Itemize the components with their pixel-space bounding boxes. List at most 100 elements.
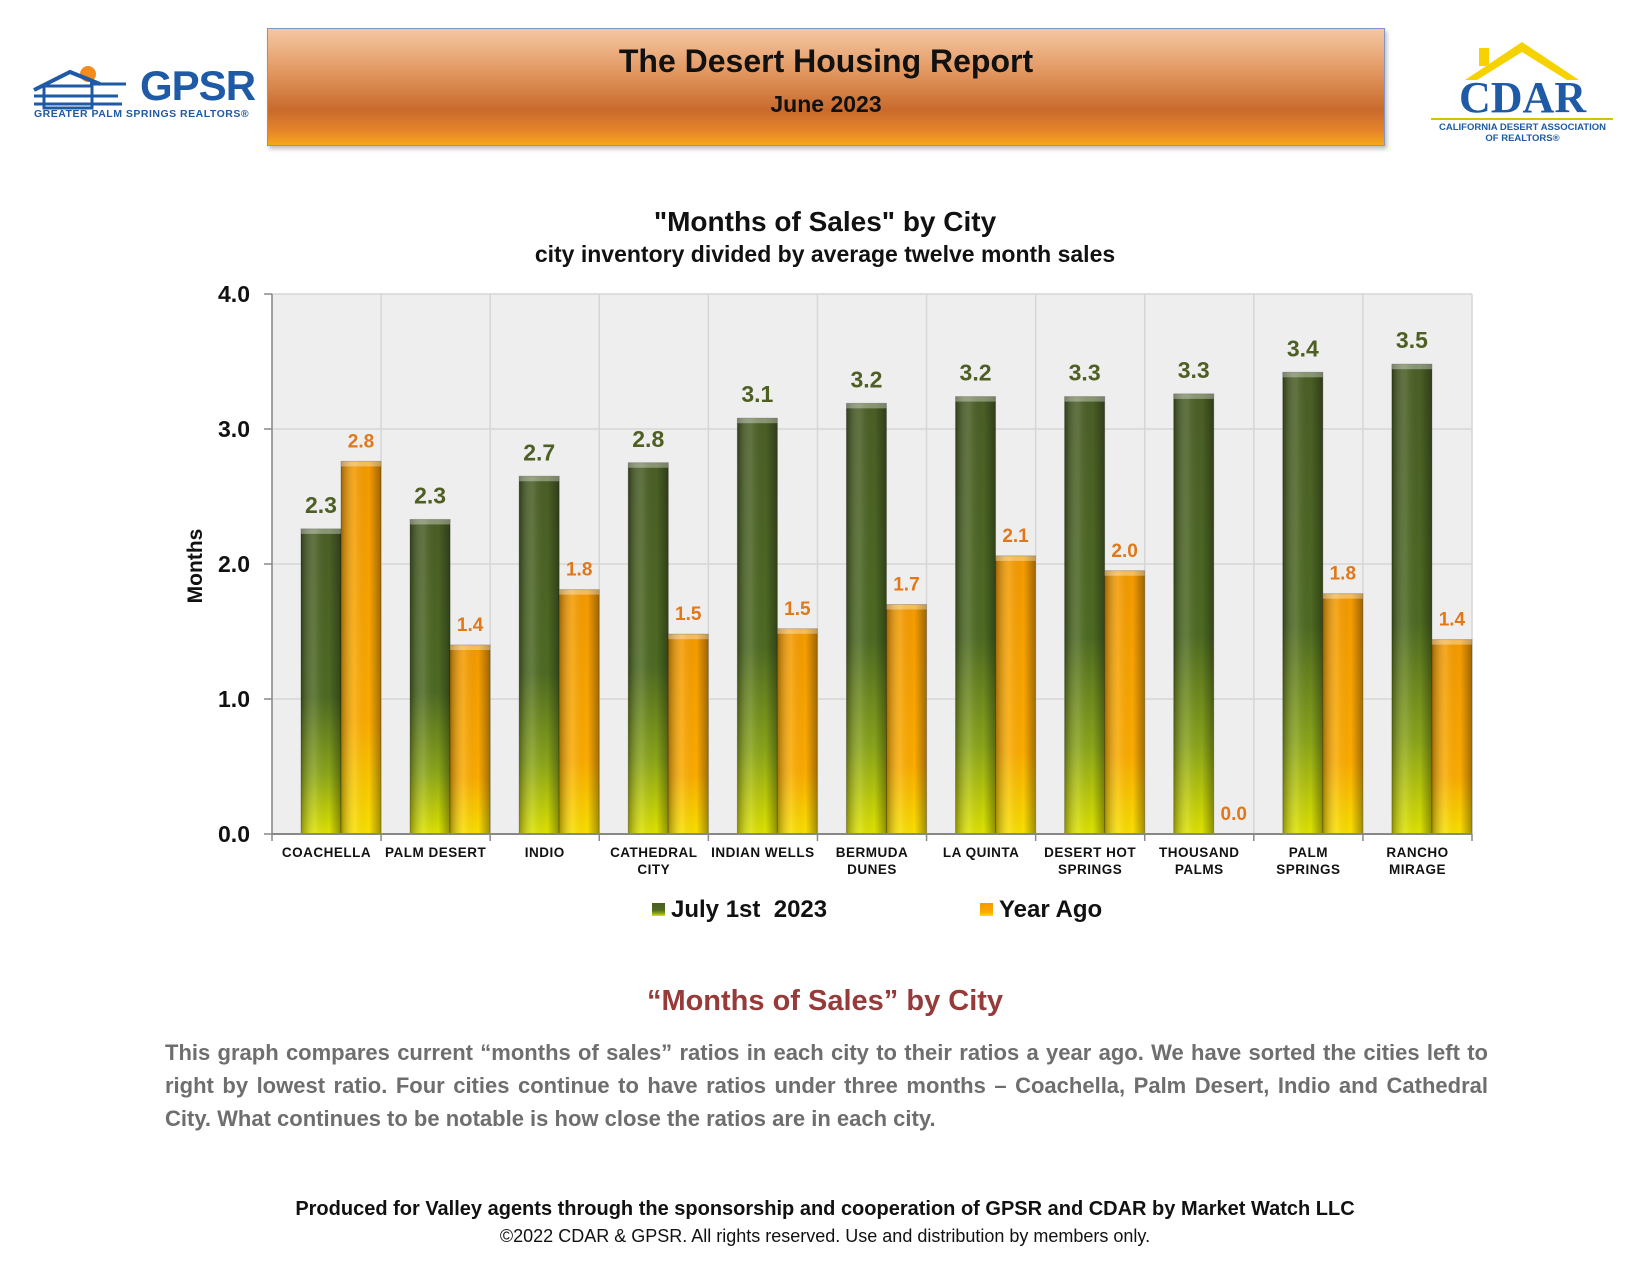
bar-year-ago-cap xyxy=(1431,639,1472,645)
gpsr-logo-tagline: GREATER PALM SPRINGS REALTORS® xyxy=(34,108,250,120)
x-tick-label: PALM xyxy=(1289,845,1328,860)
bar-current-cap xyxy=(410,519,451,525)
x-tick-label: SPRINGS xyxy=(1276,862,1340,877)
y-tick-label: 1.0 xyxy=(218,686,250,712)
bar-year-ago-shade xyxy=(559,589,600,834)
data-label: 3.5 xyxy=(1396,327,1428,353)
data-label: 1.4 xyxy=(1439,610,1466,631)
x-tick-label: PALM DESERT xyxy=(385,845,487,860)
data-label: 1.8 xyxy=(1330,564,1356,585)
report-date: June 2023 xyxy=(770,91,882,117)
bar-current-shade xyxy=(955,396,996,834)
bar-current-cap xyxy=(1282,372,1323,378)
legend-swatch xyxy=(652,903,665,916)
article-body: This graph compares current “months of s… xyxy=(165,1040,1488,1131)
x-tick-label: THOUSAND xyxy=(1159,845,1240,860)
bar-current-cap xyxy=(737,418,778,424)
bar-current-shade xyxy=(1391,364,1432,834)
x-tick-label: CITY xyxy=(637,862,670,877)
bar-year-ago-shade xyxy=(1104,570,1145,834)
cdar-tagline-1: CALIFORNIA DESERT ASSOCIATION xyxy=(1439,122,1606,133)
axes: 0.0 1.0 2.0 3.0 4.0 COACHELLA PALM DESERT INDIO… xyxy=(218,281,1473,877)
bars xyxy=(300,363,1473,835)
gpsr-house-icon xyxy=(33,66,126,110)
bar-current-cap xyxy=(955,396,996,402)
bar-year-ago-cap xyxy=(777,628,818,634)
bar-chart: 2.3 2.3 2.7 2.8 3.1 3.2 3.2 3.3 3.3 3.4 3.5 2.8 1.4 1… xyxy=(184,281,1473,923)
x-tick-label: CATHEDRAL xyxy=(610,845,698,860)
bar-current-cap xyxy=(628,462,669,468)
bar-year-ago-cap xyxy=(886,604,927,610)
bar-year-ago-cap xyxy=(450,645,491,650)
bar-current-shade xyxy=(1282,372,1323,834)
data-label: 3.3 xyxy=(1178,357,1210,383)
bar-current-shade xyxy=(301,528,341,834)
x-tick-label: MIRAGE xyxy=(1389,862,1446,877)
bar-current-cap xyxy=(519,476,560,482)
bar-year-ago-shade xyxy=(886,604,927,834)
data-label: 1.4 xyxy=(457,615,484,636)
data-label: 1.7 xyxy=(893,575,919,596)
bar-year-ago-shade xyxy=(450,645,491,834)
bar-year-ago-shade xyxy=(995,555,1036,834)
data-label: 2.3 xyxy=(414,482,446,508)
y-tick-label: 2.0 xyxy=(218,551,250,577)
section-heading: “Months of Sales” by City xyxy=(646,985,1004,1017)
bar-current-cap xyxy=(1173,393,1214,399)
data-label: 3.3 xyxy=(1069,360,1101,386)
bar-year-ago-cap xyxy=(1104,570,1145,576)
legend-swatch xyxy=(980,903,993,916)
x-tick-label: DESERT HOT xyxy=(1044,845,1136,860)
data-label: 1.5 xyxy=(784,599,811,620)
x-tick-label: INDIO xyxy=(525,845,565,860)
bar-year-ago-cap xyxy=(668,634,709,640)
cdar-logo-mark: CDAR xyxy=(1459,73,1587,122)
data-label: 1.8 xyxy=(566,560,592,581)
y-tick-label: 0.0 xyxy=(218,821,250,847)
y-tick-label: 4.0 xyxy=(218,281,250,307)
y-tick-label: 3.0 xyxy=(218,416,250,442)
bar-current-cap xyxy=(1064,396,1105,402)
cdar-divider xyxy=(1431,118,1613,120)
cdar-logo: CDAR CALIFORNIA DESERT ASSOCIATION OF RE… xyxy=(1425,40,1620,145)
data-label: 3.2 xyxy=(850,366,882,392)
bar-current-shade xyxy=(628,462,669,834)
bar-current-cap xyxy=(1391,364,1432,370)
bar-current-shade xyxy=(1173,393,1214,834)
bar-year-ago-shade xyxy=(668,634,709,834)
gpsr-logo-mark: GPSR xyxy=(140,62,256,109)
x-tick-label: PALMS xyxy=(1175,862,1224,877)
cdar-roof-icon xyxy=(1465,42,1579,80)
report-banner: The Desert Housing Report June 2023 xyxy=(267,28,1385,146)
bar-current-cap xyxy=(846,403,887,409)
bar-year-ago-shade xyxy=(1322,593,1363,834)
bar-year-ago-shade xyxy=(777,628,818,834)
data-label: 3.2 xyxy=(960,360,992,386)
footer-credit: Produced for Valley agents through the s… xyxy=(295,1198,1355,1220)
legend-label: Year Ago xyxy=(999,896,1102,923)
x-tick-label: RANCHO xyxy=(1386,845,1448,860)
data-label: 3.4 xyxy=(1287,335,1319,361)
bar-current-cap xyxy=(301,528,341,534)
x-tick-label: LA QUINTA xyxy=(943,845,1020,860)
bar-year-ago-cap xyxy=(559,589,600,595)
x-tick-label: SPRINGS xyxy=(1058,862,1122,877)
bar-year-ago-cap xyxy=(341,461,381,467)
data-labels: 2.3 2.3 2.7 2.8 3.1 3.2 3.2 3.3 3.3 3.4 3.5 2.8 1.4 1… xyxy=(305,327,1466,825)
chart-title: "Months of Sales" by City xyxy=(653,206,997,237)
cdar-tagline-2: OF REALTORS® xyxy=(1485,133,1560,144)
x-tick-label: BERMUDA xyxy=(836,845,909,860)
bar-current-shade xyxy=(737,418,778,834)
footer-copyright: ©2022 CDAR & GPSR. All rights reserved. … xyxy=(499,1226,1151,1246)
data-label: 2.8 xyxy=(632,426,664,452)
data-label: 3.1 xyxy=(741,381,773,407)
data-label: 2.3 xyxy=(305,492,337,518)
bar-year-ago-shade xyxy=(341,461,381,834)
gpsr-logo: GPSR GREATER PALM SPRINGS REALTORS® xyxy=(30,60,256,126)
report-title: The Desert Housing Report xyxy=(618,43,1034,79)
bar-current-shade xyxy=(410,519,451,834)
bar-current-shade xyxy=(846,403,887,834)
chart-subtitle: city inventory divided by average twelve… xyxy=(534,241,1116,267)
bar-year-ago-cap xyxy=(995,555,1036,561)
legend-label: July 1st 2023 xyxy=(671,896,827,923)
